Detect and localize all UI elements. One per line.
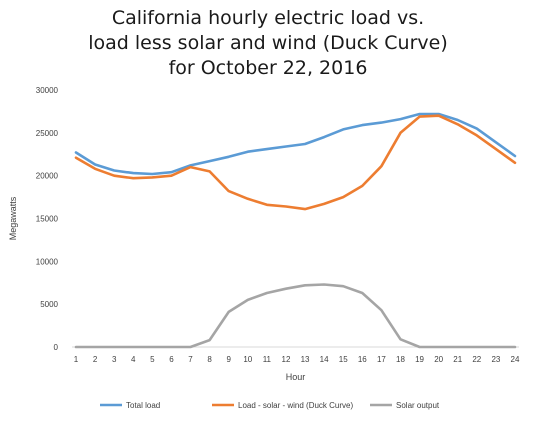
legend-label: Load - solar - wind (Duck Curve) bbox=[238, 401, 353, 410]
x-tick-label: 16 bbox=[358, 355, 367, 364]
x-tick-label: 9 bbox=[226, 355, 231, 364]
x-tick-label: 22 bbox=[472, 355, 481, 364]
x-tick-label: 8 bbox=[207, 355, 212, 364]
x-axis-ticks: 1 2 3 4 5 6 7 8 9 10 11 12 13 14 15 16 17 18 19 20 21 22 23 24 bbox=[74, 355, 520, 364]
chart-title-line-2: load less solar and wind (Duck Curve) bbox=[88, 32, 448, 54]
x-tick-label: 14 bbox=[320, 355, 329, 364]
series-lines bbox=[74, 112, 517, 349]
y-tick-label: 0 bbox=[54, 343, 59, 352]
x-tick-label: 1 bbox=[74, 355, 79, 364]
x-tick-label: 21 bbox=[453, 355, 462, 364]
chart-legend: Total load Load - solar - wind (Duck Curv… bbox=[100, 401, 440, 410]
chart-title-line-1: California hourly electric load vs. bbox=[112, 7, 424, 29]
series-line-1 bbox=[74, 112, 517, 176]
chart-title: California hourly electric load vs. load… bbox=[88, 7, 448, 79]
y-tick-label: 10000 bbox=[36, 257, 59, 266]
x-tick-label: 17 bbox=[377, 355, 386, 364]
x-tick-label: 12 bbox=[282, 355, 291, 364]
y-tick-label: 25000 bbox=[36, 129, 59, 138]
legend-label: Solar output bbox=[396, 401, 440, 410]
y-tick-label: 20000 bbox=[36, 172, 59, 181]
x-tick-label: 3 bbox=[112, 355, 117, 364]
legend-label: Total load bbox=[126, 401, 160, 410]
x-tick-label: 24 bbox=[511, 355, 520, 364]
x-tick-label: 7 bbox=[188, 355, 193, 364]
x-tick-label: 10 bbox=[243, 355, 252, 364]
x-tick-label: 20 bbox=[434, 355, 443, 364]
y-tick-label: 15000 bbox=[36, 215, 59, 224]
x-tick-label: 13 bbox=[301, 355, 310, 364]
series-line-3 bbox=[74, 283, 517, 349]
chart-title-line-3: for October 22, 2016 bbox=[169, 57, 368, 79]
y-tick-label: 5000 bbox=[40, 300, 58, 309]
x-axis-title: Hour bbox=[286, 372, 306, 382]
x-tick-label: 15 bbox=[339, 355, 348, 364]
x-tick-label: 19 bbox=[415, 355, 424, 364]
x-tick-label: 4 bbox=[131, 355, 136, 364]
series-line-2 bbox=[74, 114, 517, 211]
y-tick-label: 30000 bbox=[36, 86, 59, 95]
y-axis-title: Megawatts bbox=[8, 196, 18, 240]
x-tick-label: 2 bbox=[93, 355, 98, 364]
x-tick-label: 23 bbox=[491, 355, 500, 364]
x-tick-label: 5 bbox=[150, 355, 155, 364]
x-tick-label: 11 bbox=[263, 355, 272, 364]
x-tick-label: 6 bbox=[169, 355, 174, 364]
y-axis-ticks: 0 5000 10000 15000 20000 25000 30000 bbox=[36, 86, 59, 352]
x-tick-label: 18 bbox=[396, 355, 405, 364]
